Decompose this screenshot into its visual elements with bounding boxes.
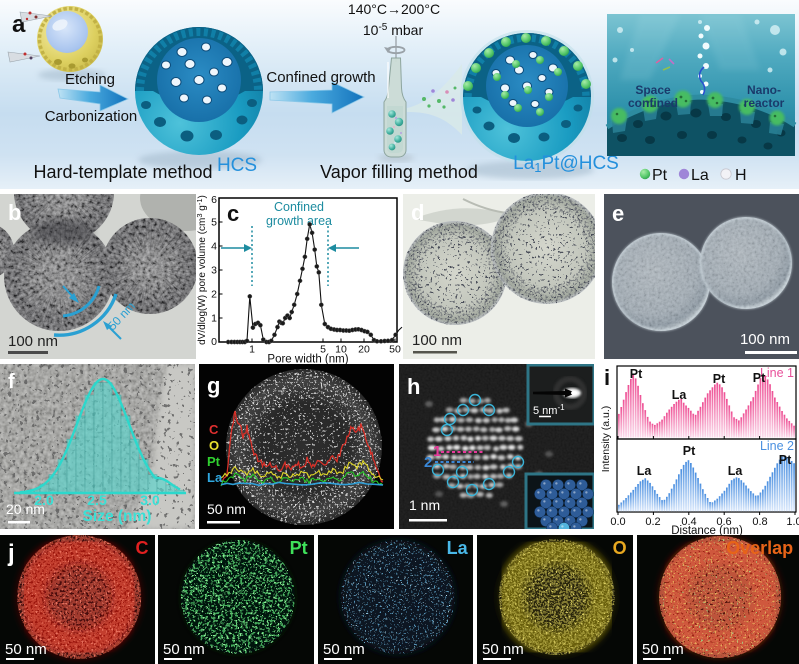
svg-text:h: h [407, 374, 420, 399]
svg-text:f: f [8, 371, 15, 393]
svg-text:0: 0 [211, 336, 217, 348]
svg-text:2: 2 [211, 289, 217, 301]
svg-text:Etching: Etching [65, 71, 115, 88]
svg-text:C: C [136, 538, 149, 558]
svg-text:100 nm: 100 nm [8, 333, 58, 350]
svg-text:Overlap: Overlap [726, 538, 793, 558]
svg-text:50 nm: 50 nm [5, 641, 47, 658]
svg-text:1.0: 1.0 [786, 516, 799, 528]
svg-text:1: 1 [433, 443, 441, 460]
svg-text:2.0: 2.0 [34, 492, 54, 508]
svg-text:Pt: Pt [779, 453, 792, 467]
svg-text:O: O [209, 438, 219, 453]
svg-text:0.2: 0.2 [645, 516, 660, 528]
svg-text:Pt: Pt [683, 444, 696, 458]
svg-text:Pt: Pt [713, 372, 726, 386]
svg-text:dV/dlog(W) pore volume (cm3 g-: dV/dlog(W) pore volume (cm3 g-1) [196, 195, 208, 345]
svg-text:0.8: 0.8 [752, 516, 767, 528]
svg-text:50 nm: 50 nm [482, 641, 524, 658]
svg-text:1 nm: 1 nm [409, 497, 440, 513]
svg-text:Distance (nm): Distance (nm) [671, 525, 743, 535]
svg-text:5: 5 [211, 217, 217, 229]
svg-text:HCS: HCS [217, 155, 257, 176]
svg-text:La: La [637, 464, 653, 478]
svg-text:50 nm: 50 nm [642, 641, 684, 658]
svg-text:Hard-template method: Hard-template method [33, 162, 212, 182]
svg-text:Size (nm): Size (nm) [83, 508, 152, 525]
svg-text:100 nm: 100 nm [412, 332, 462, 349]
svg-text:Pt: Pt [207, 454, 221, 469]
svg-text:Nano-: Nano- [747, 83, 781, 97]
svg-text:1: 1 [249, 344, 255, 356]
svg-text:10: 10 [335, 344, 347, 356]
svg-text:5 nm-1: 5 nm-1 [533, 403, 565, 417]
svg-text:C: C [209, 422, 219, 437]
svg-text:0.4: 0.4 [681, 516, 696, 528]
svg-text:50 nm: 50 nm [163, 641, 205, 658]
svg-text:2: 2 [424, 454, 432, 471]
svg-text:Confined growth: Confined growth [266, 69, 375, 86]
svg-text:Vapor filling method: Vapor filling method [320, 162, 478, 182]
svg-text:H: H [735, 167, 747, 184]
svg-text:e: e [612, 201, 624, 226]
svg-text:confined: confined [628, 96, 678, 110]
svg-text:Space: Space [635, 83, 671, 97]
svg-text:La: La [207, 470, 223, 485]
svg-text:Line 1: Line 1 [760, 366, 794, 380]
svg-text:d: d [411, 200, 424, 225]
svg-text:Pt: Pt [630, 367, 643, 381]
svg-text:2.5: 2.5 [87, 492, 107, 508]
svg-text:La: La [691, 167, 709, 184]
svg-text:100 nm: 100 nm [740, 331, 790, 348]
svg-text:O: O [613, 538, 627, 558]
svg-text:50: 50 [389, 344, 401, 356]
svg-text:Pt: Pt [652, 167, 668, 184]
svg-text:c: c [227, 201, 239, 226]
svg-text:Line 2: Line 2 [760, 439, 794, 453]
svg-text:3.0: 3.0 [140, 492, 160, 508]
svg-text:Pore width (nm): Pore width (nm) [267, 354, 348, 365]
svg-text:20: 20 [358, 344, 370, 356]
svg-text:La1Pt@HCS: La1Pt@HCS [513, 153, 619, 175]
svg-text:i: i [604, 365, 610, 390]
svg-text:20 nm: 20 nm [6, 501, 45, 517]
svg-text:0.0: 0.0 [610, 516, 625, 528]
svg-text:Intensity (a.u.): Intensity (a.u.) [600, 406, 612, 473]
svg-text:b: b [8, 200, 21, 225]
svg-text:1: 1 [211, 313, 217, 325]
svg-text:growth area: growth area [266, 214, 332, 228]
svg-text:3: 3 [211, 265, 217, 277]
svg-text:0.6: 0.6 [716, 516, 731, 528]
svg-text:Confined: Confined [274, 200, 324, 214]
svg-text:reactor: reactor [744, 96, 785, 110]
svg-text:Carbonization: Carbonization [45, 108, 138, 125]
svg-text:10-5 mbar: 10-5 mbar [363, 22, 424, 38]
svg-text:Pt: Pt [290, 538, 308, 558]
svg-text:140°C→200°C: 140°C→200°C [348, 1, 440, 17]
svg-text:La: La [672, 388, 688, 402]
svg-text:La: La [446, 538, 468, 558]
svg-text:La: La [728, 464, 744, 478]
svg-text:50 nm: 50 nm [207, 501, 246, 517]
svg-text:g: g [207, 373, 220, 398]
svg-text:Pt: Pt [753, 371, 766, 385]
svg-text:4: 4 [211, 241, 217, 253]
svg-text:6: 6 [211, 194, 217, 206]
svg-text:50 nm: 50 nm [323, 641, 365, 658]
svg-text:5: 5 [320, 344, 326, 356]
